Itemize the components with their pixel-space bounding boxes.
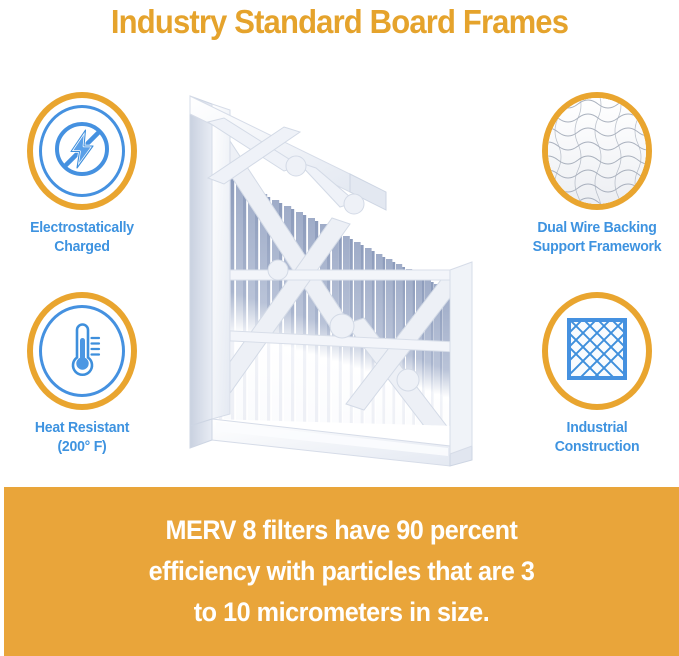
blue-ring-border <box>39 305 125 397</box>
caption-line-2: Construction <box>554 439 640 455</box>
caption-line-2: Support Framework <box>532 239 662 255</box>
caption-line-1: Dual Wire Backing <box>537 220 657 236</box>
caption-line-2: Charged <box>54 239 110 255</box>
feature-caption: Electrostatically Charged <box>4 219 159 257</box>
feature-caption: Dual Wire Backing Support Framework <box>519 219 674 257</box>
wire-mesh-photo-icon <box>548 98 646 204</box>
page-title: Industry Standard Board Frames <box>110 3 569 40</box>
merv-rating-banner: MERV 8 filters have 90 percent efficienc… <box>4 487 679 656</box>
feature-caption: Heat Resistant (200° F) <box>4 419 159 457</box>
caption-line-1: Industrial <box>566 420 628 436</box>
caption-line-1: Heat Resistant <box>34 420 130 436</box>
orange-ring-border <box>27 292 137 410</box>
banner-line-1: MERV 8 filters have 90 percent <box>165 515 518 545</box>
feature-heat-resistant: Heat Resistant (200° F) <box>2 292 162 457</box>
orange-ring-border <box>542 292 652 410</box>
feature-caption: Industrial Construction <box>519 419 674 457</box>
banner-line-2: efficiency with particles that are 3 <box>148 556 535 586</box>
caption-line-1: Electrostatically <box>30 220 134 236</box>
lightning-bolt-no-static-icon <box>51 118 113 185</box>
banner-text: MERV 8 filters have 90 percent efficienc… <box>21 510 662 633</box>
caption-line-2: (200° F) <box>57 439 107 455</box>
banner-line-3: to 10 micrometers in size. <box>193 597 490 627</box>
orange-ring-border <box>27 92 137 210</box>
feature-electrostatically-charged: Electrostatically Charged <box>2 92 162 257</box>
product-image-pleated-air-filter <box>150 74 550 484</box>
feature-dual-wire-backing: Dual Wire Backing Support Framework <box>517 92 677 257</box>
feature-industrial-construction: Industrial Construction <box>517 292 677 457</box>
lattice-square-icon <box>562 312 632 391</box>
orange-ring-border <box>542 92 652 210</box>
blue-ring-border <box>39 105 125 197</box>
thermometer-icon <box>53 318 111 385</box>
